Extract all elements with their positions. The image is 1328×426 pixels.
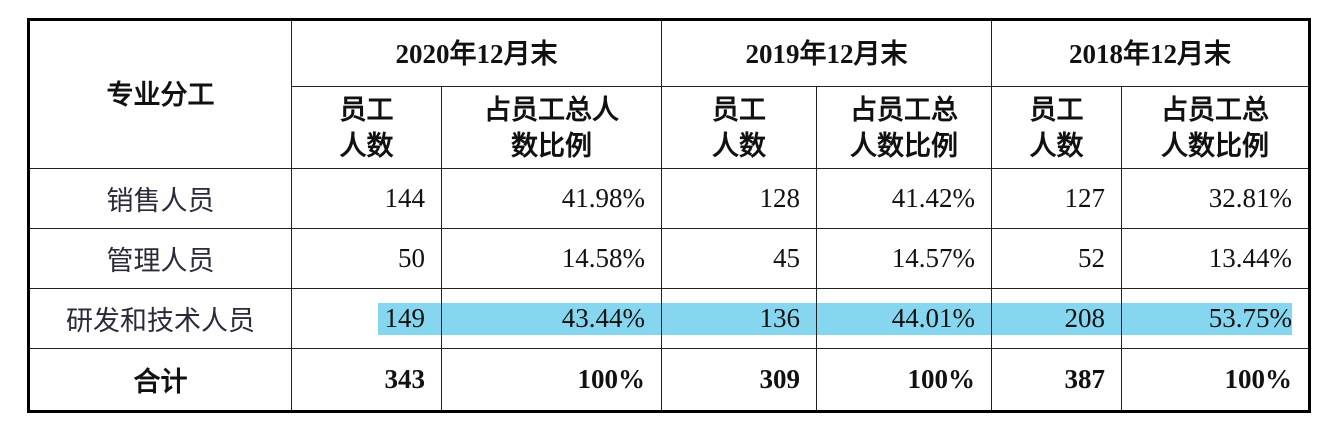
cell: 136 <box>661 288 817 349</box>
cell: 343 <box>291 348 442 412</box>
cell: 53.75% <box>1121 288 1310 349</box>
header-row: 专业分工 2020年12月末 2019年12月末 2018年12月末 <box>28 19 1310 169</box>
cell: 13.44% <box>1121 228 1310 289</box>
data-row: 管理人员 50 14.58% 45 14.57% 52 13.44% <box>28 228 1310 289</box>
subheader-line: 人数比例 <box>850 130 958 161</box>
subheader: 员工 人数 <box>291 86 442 169</box>
cell: 387 <box>991 348 1122 412</box>
subheader: 占员工总人数比例 <box>816 86 992 169</box>
cell: 45 <box>661 228 817 289</box>
row-label: 研发和技术人员 <box>28 288 292 349</box>
cell: 14.57% <box>816 228 992 289</box>
subheader-line: 人数比例 <box>1161 130 1269 161</box>
cell: 41.98% <box>441 168 662 229</box>
subheader-line: 人数 <box>1029 130 1084 161</box>
cell: 52 <box>991 228 1122 289</box>
corner-header: 专业分工 <box>28 19 292 169</box>
cell: 309 <box>661 348 817 412</box>
subheader-row: 员工 人数 占员工总人 数比例 员工 人数 占员工总 人数比例 员工 人数 占员工总 人数比例 <box>29 86 1310 169</box>
subheader: 员工 人数 <box>991 86 1122 169</box>
group-header: 2020年12月末 <box>291 19 662 87</box>
cell: 44.01% <box>816 288 992 349</box>
cell: 100% <box>441 348 662 412</box>
cell: 144 <box>291 168 442 229</box>
subheader-line: 员工 <box>339 94 394 125</box>
group-header: 2019年12月末 <box>661 19 992 87</box>
subheader-line: 占员工总 <box>850 94 958 125</box>
cell: 43.44% <box>441 288 662 349</box>
subheader: 占员工总人数比例 <box>441 86 662 169</box>
subheader-line: 占员工总人 <box>484 94 619 125</box>
cell: 100% <box>1121 348 1310 412</box>
total-row: 合计 343 100% 309 100% 387 100% <box>28 348 1310 412</box>
data-row: 销售人员 144 41.98% 128 41.42% 127 32.81% <box>28 168 1310 229</box>
row-label: 销售人员 <box>28 168 292 229</box>
cell: 32.81% <box>1121 168 1310 229</box>
subheader: 员工 人数 <box>661 86 817 169</box>
subheader-line: 员工 <box>712 94 766 125</box>
cell: 149 <box>291 288 442 349</box>
group-header: 2018年12月末 <box>991 19 1310 87</box>
cell: 41.42% <box>816 168 992 229</box>
cell: 100% <box>816 348 992 412</box>
data-row: 研发和技术人员 149 43.44% 136 44.01% 208 53.75% <box>28 288 1310 349</box>
subheader: 占员工总人数比例 <box>1121 86 1310 169</box>
subheader-line: 人数 <box>712 130 766 161</box>
cell: 50 <box>291 228 442 289</box>
cell: 127 <box>991 168 1122 229</box>
cell: 208 <box>991 288 1122 349</box>
staff-table: 专业分工 2020年12月末 2019年12月末 2018年12月末 员工 人数 占员工总人… <box>27 18 1311 413</box>
subheader-line: 数比例 <box>511 130 592 161</box>
row-label: 管理人员 <box>28 228 292 289</box>
subheader-line: 员工 <box>1029 94 1084 125</box>
cell: 14.58% <box>441 228 662 289</box>
subheader-line: 占员工总 <box>1161 94 1269 125</box>
row-label: 合计 <box>28 348 292 412</box>
cell: 128 <box>661 168 817 229</box>
subheader-line: 人数 <box>339 130 394 161</box>
